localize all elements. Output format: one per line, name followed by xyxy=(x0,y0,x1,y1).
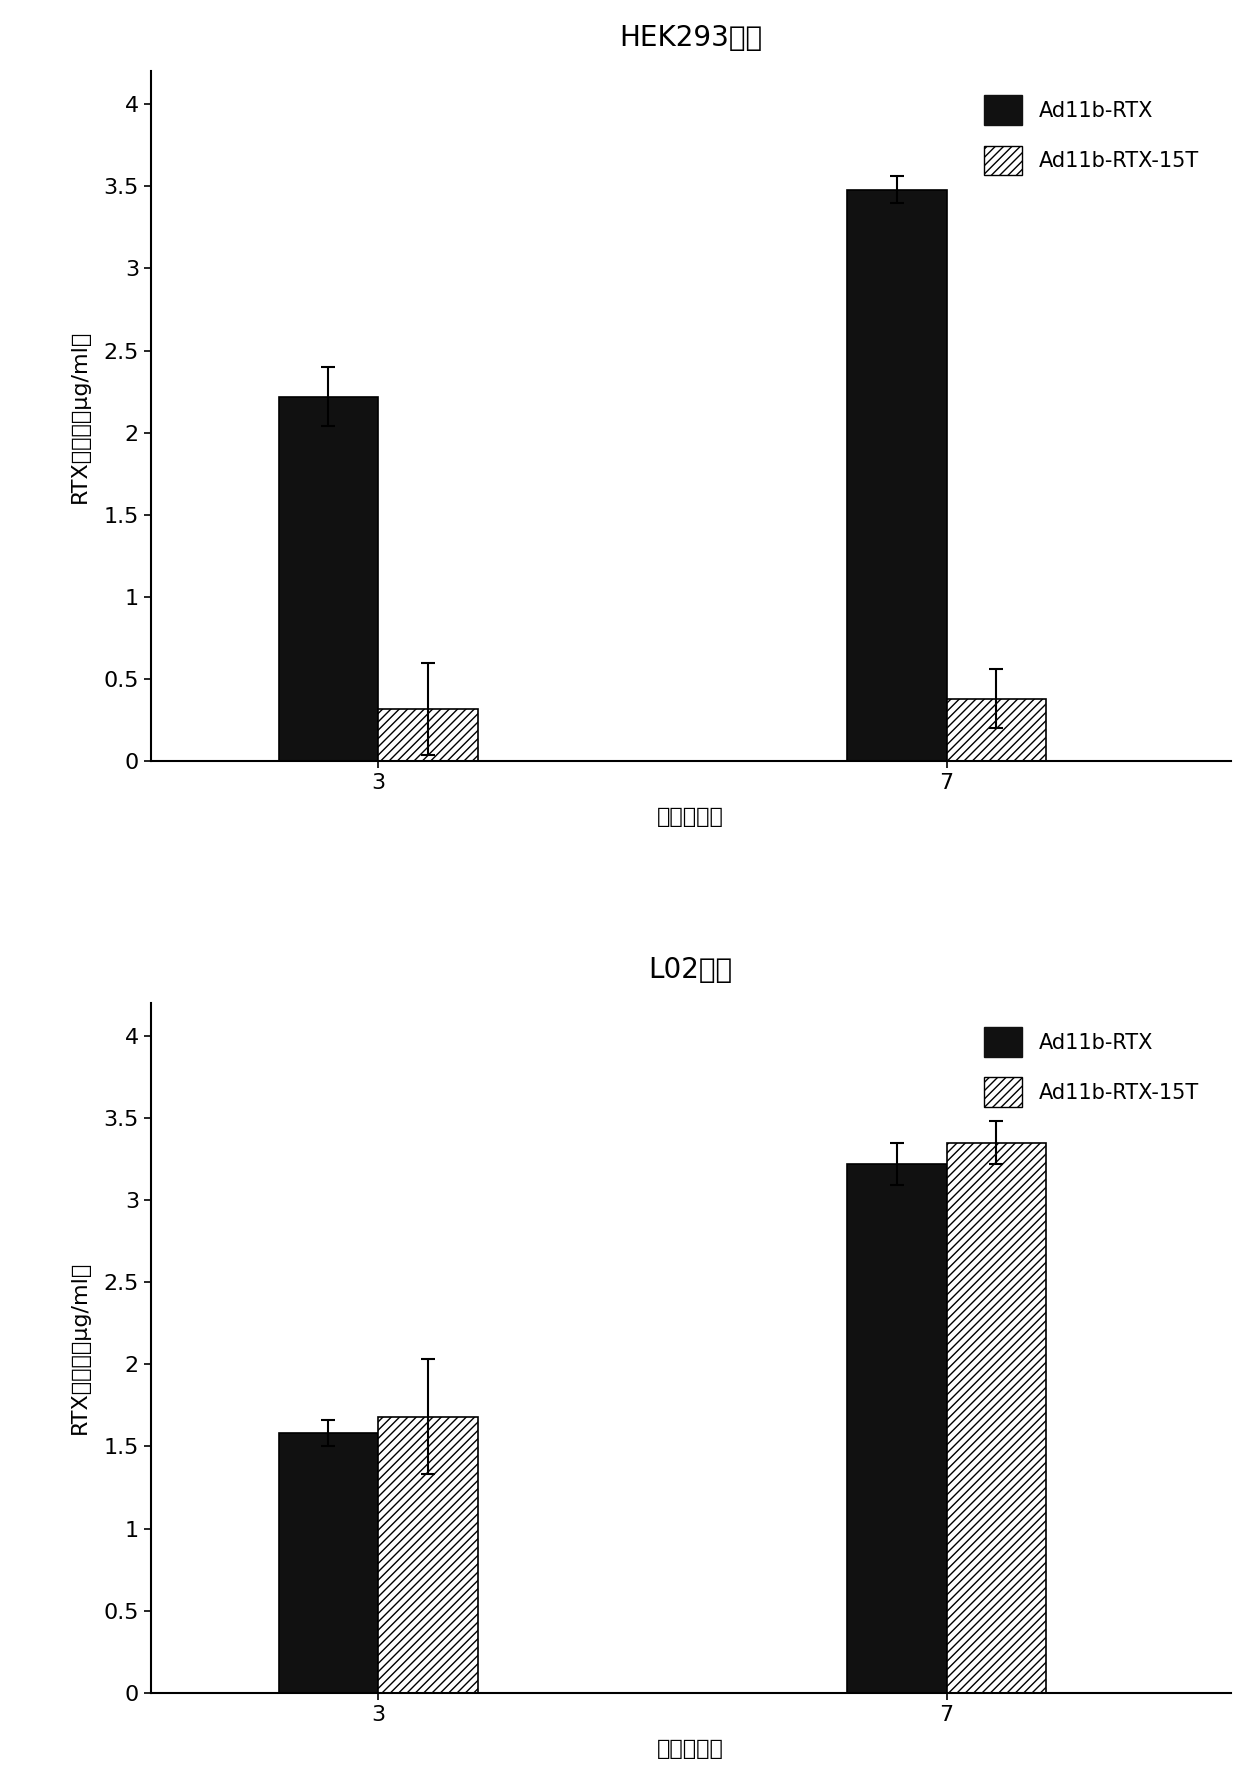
Bar xyxy=(279,1433,378,1693)
Legend: Ad11b-RTX, Ad11b-RTX-15T: Ad11b-RTX, Ad11b-RTX-15T xyxy=(985,96,1199,175)
Bar xyxy=(847,189,947,761)
Bar xyxy=(378,1417,477,1693)
Bar xyxy=(947,1142,1046,1693)
Bar xyxy=(378,709,477,761)
Y-axis label: RTX表达量（μg/ml）: RTX表达量（μg/ml） xyxy=(69,1262,89,1435)
Bar xyxy=(279,397,378,761)
X-axis label: 时间（天）: 时间（天） xyxy=(657,807,725,827)
X-axis label: 时间（天）: 时间（天） xyxy=(657,1739,725,1759)
Bar xyxy=(847,1164,947,1693)
Legend: Ad11b-RTX, Ad11b-RTX-15T: Ad11b-RTX, Ad11b-RTX-15T xyxy=(985,1026,1199,1107)
Y-axis label: RTX表达量（μg/ml）: RTX表达量（μg/ml） xyxy=(69,330,89,503)
Title: L02细胞: L02细胞 xyxy=(649,955,732,984)
Bar xyxy=(947,699,1046,761)
Title: HEK293细胞: HEK293细胞 xyxy=(619,25,762,52)
